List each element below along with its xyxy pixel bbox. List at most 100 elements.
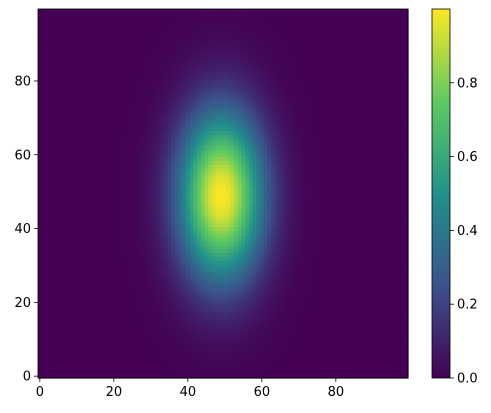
heatmap-cell (248, 200, 254, 206)
heatmap-cell (278, 355, 283, 361)
heatmap-cell (363, 318, 368, 324)
heatmap-cell (326, 193, 331, 198)
heatmap-cell (149, 296, 154, 302)
heatmap-cell (134, 211, 139, 217)
heatmap-cell (337, 270, 342, 276)
heatmap-cell (371, 208, 376, 213)
heatmap-cell (289, 245, 294, 250)
heatmap-cell (167, 326, 172, 331)
heatmap-cell (141, 211, 146, 217)
heatmap-cell (215, 200, 220, 206)
heatmap-cell (145, 374, 150, 379)
heatmap-cell (115, 370, 120, 375)
heatmap-cell (149, 311, 154, 316)
heatmap-cell (311, 204, 317, 209)
heatmap-cell (223, 230, 228, 235)
heatmap-cell (152, 304, 157, 309)
heatmap-cell (330, 322, 335, 327)
heatmap-cell (260, 193, 265, 198)
heatmap-cell (163, 355, 169, 361)
heatmap-cell (137, 215, 143, 220)
heatmap-cell (252, 204, 257, 209)
heatmap-cell (371, 226, 376, 231)
heatmap-cell (182, 318, 187, 324)
heatmap-cell (363, 311, 368, 316)
heatmap-cell (71, 307, 76, 313)
heatmap-cell (260, 318, 265, 324)
heatmap-cell (260, 333, 265, 339)
heatmap-cell (263, 274, 268, 279)
heatmap-cell (163, 263, 169, 268)
heatmap-cell (163, 293, 169, 298)
heatmap-cell (359, 197, 365, 202)
heatmap-cell (271, 348, 276, 353)
heatmap-cell (337, 282, 342, 287)
heatmap-cell (211, 304, 217, 309)
heatmap-cell (248, 344, 254, 350)
heatmap-cell (241, 193, 246, 198)
heatmap-cell (352, 333, 357, 339)
heatmap-cell (182, 219, 187, 224)
heatmap-cell (348, 359, 354, 364)
heatmap-cell (126, 193, 132, 198)
heatmap-cell (193, 226, 198, 231)
heatmap-cell (45, 234, 50, 239)
heatmap-cell (293, 333, 298, 339)
heatmap-cell (322, 363, 328, 368)
heatmap-cell (322, 285, 328, 291)
heatmap-cell (352, 241, 357, 246)
heatmap-cell (60, 245, 65, 250)
heatmap-cell (134, 226, 139, 231)
heatmap-cell (404, 237, 409, 243)
heatmap-cell (104, 300, 109, 305)
heatmap-cell (156, 318, 161, 324)
heatmap-cell (308, 248, 313, 254)
heatmap-cell (378, 197, 383, 202)
heatmap-cell (145, 241, 150, 246)
heatmap-cell (178, 333, 183, 339)
heatmap-cell (78, 374, 83, 379)
heatmap-cell (141, 300, 146, 305)
heatmap-cell (315, 374, 320, 379)
heatmap-cell (45, 315, 50, 320)
heatmap-cell (115, 344, 120, 350)
heatmap-cell (385, 252, 391, 257)
heatmap-cell (137, 274, 143, 279)
heatmap-cell (71, 211, 76, 217)
heatmap-cell (289, 341, 294, 346)
heatmap-cell (293, 341, 298, 346)
heatmap-cell (189, 341, 194, 346)
heatmap-cell (237, 304, 243, 309)
heatmap-cell (193, 223, 198, 228)
heatmap-cell (100, 337, 106, 342)
heatmap-cell (152, 211, 157, 217)
heatmap-cell (334, 370, 339, 375)
heatmap-cell (100, 241, 106, 246)
heatmap-cell (230, 282, 235, 287)
heatmap-cell (97, 215, 102, 220)
heatmap-cell (241, 359, 246, 364)
heatmap-cell (56, 193, 61, 198)
heatmap-cell (256, 318, 261, 324)
heatmap-cell (274, 322, 280, 327)
heatmap-cell (160, 256, 165, 261)
heatmap-cell (223, 263, 228, 268)
heatmap-cell (204, 226, 209, 231)
heatmap-cell (219, 270, 224, 276)
heatmap-cell (208, 219, 213, 224)
heatmap-cell (304, 259, 309, 265)
heatmap-cell (123, 352, 128, 357)
heatmap-cell (359, 289, 365, 294)
heatmap-cell (56, 355, 61, 361)
heatmap-cell (112, 366, 117, 372)
heatmap-cell (300, 289, 305, 294)
heatmap-cell (49, 237, 54, 243)
heatmap-cell (226, 193, 231, 198)
heatmap-cell (82, 256, 87, 261)
heatmap-cell (367, 333, 372, 339)
heatmap-cell (248, 226, 254, 231)
heatmap-cell (319, 230, 324, 235)
heatmap-cell (204, 285, 209, 291)
heatmap-cell (282, 341, 287, 346)
heatmap-cell (274, 330, 280, 335)
